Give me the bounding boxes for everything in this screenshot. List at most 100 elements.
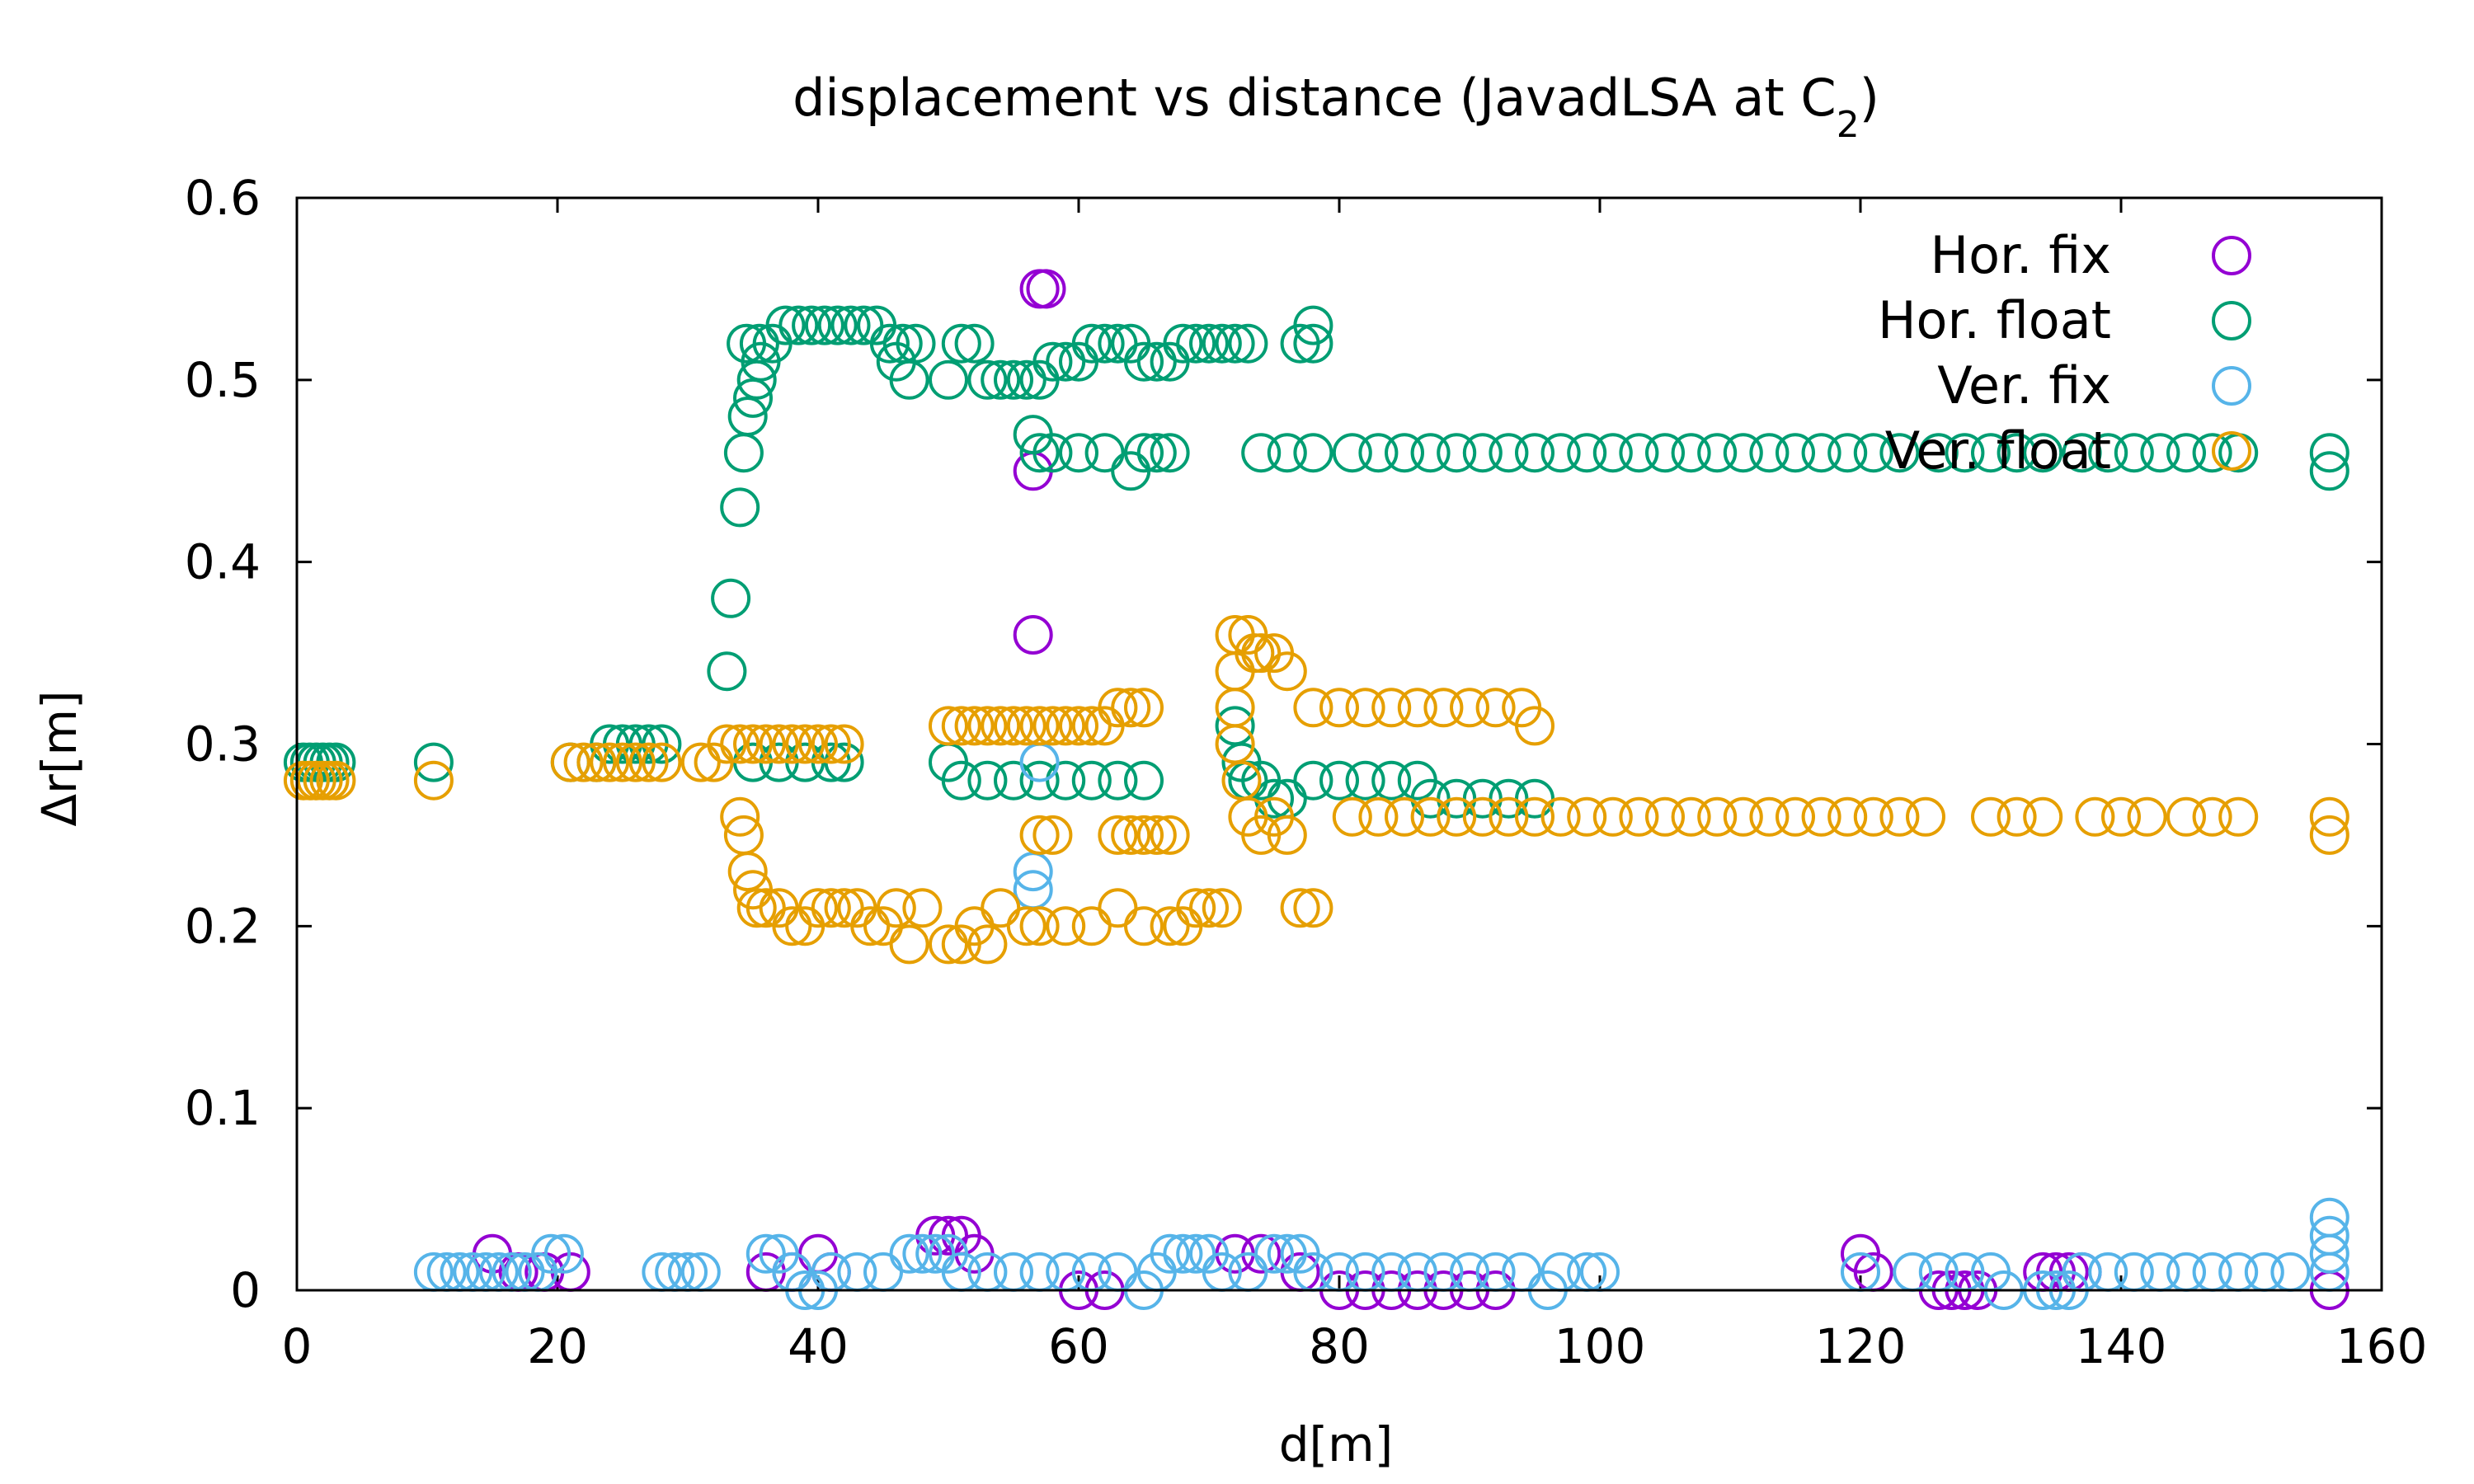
data-point [1385,433,1424,473]
data-point [929,706,968,746]
data-point [1801,796,1841,837]
data-point [1358,433,1399,473]
legend-label: Ver. fix [1937,355,2111,416]
x-tick-label: 80 [1309,1318,1370,1374]
data-point [1124,688,1164,728]
y-tick-label: 0.5 [185,352,261,408]
data-point [876,888,916,928]
data-point [1202,323,1242,364]
data-point [1437,796,1477,837]
data-point [590,742,630,782]
data-point [1293,888,1333,928]
data-point [772,724,812,764]
data-point [1032,341,1073,382]
data-point [954,706,995,746]
data-point [2114,433,2154,473]
data-point [2309,1197,2349,1237]
legend-label: Hor. fix [1930,225,2111,285]
data-point [413,760,454,801]
data-point [531,1233,571,1274]
data-point [2309,796,2349,837]
data-point [1971,433,2011,473]
data-point [1150,815,1190,855]
data-point [941,760,981,801]
data-point [1150,433,1190,473]
data-point [745,888,786,928]
x-tick-label: 20 [527,1318,588,1374]
data-point [902,888,943,928]
data-point [1019,906,1060,946]
data-point [1163,1233,1203,1274]
data-point [1462,433,1503,473]
chart-title: displacement vs distance (JavadLSA at C2… [793,68,1879,146]
series-ver-float [283,615,2349,965]
x-tick-label: 60 [1048,1318,1109,1374]
data-point [1997,796,2037,837]
data-point [1293,323,1333,364]
data-point [1997,433,2037,473]
data-point [745,1233,786,1274]
y-tick-label: 0.3 [185,716,261,773]
data-point [1032,706,1073,746]
data-point [1879,796,1920,837]
data-point [889,1233,929,1274]
y-tick-label: 0.4 [185,534,261,590]
data-point [316,760,356,801]
data-point [2062,433,2102,473]
chart-title-main: displacement vs distance (JavadLSA at C [793,68,1837,128]
data-point [1059,706,1098,746]
data-point [1371,688,1412,728]
data-point [1410,433,1451,473]
data-point [727,397,768,436]
data-point [1619,433,1659,473]
data-point [967,359,1008,400]
data-point [680,742,721,782]
data-point [1254,1233,1294,1274]
data-point [1619,796,1659,837]
data-point [1046,341,1086,382]
data-point [2309,433,2349,473]
legend-marker [2212,431,2251,471]
data-point [1410,796,1451,837]
data-point [1437,778,1477,819]
x-tick-label: 40 [788,1318,849,1374]
data-point [1150,906,1190,946]
data-point [798,888,838,928]
data-point [1515,706,1554,746]
x-tick-label: 140 [2076,1318,2167,1374]
data-point [869,323,910,364]
data-point [772,906,812,946]
data-point [1645,796,1685,837]
data-point [733,724,773,764]
data-point [707,651,747,692]
data-point [1723,796,1763,837]
data-point [1150,1233,1190,1274]
data-point [1567,796,1607,837]
data-point [727,323,767,364]
data-point [994,359,1033,400]
data-point [1013,615,1053,655]
data-point [1540,433,1581,473]
tick-labels: 0 20 40 60 80 100 120 140 160 0 0.1 0.2 0.3 0.4 0.5 0.6 [185,170,2428,1374]
data-point [1189,888,1229,928]
data-point [785,724,825,764]
data-point [615,742,656,782]
data-point [1202,888,1242,928]
data-point [413,742,454,782]
data-point [1827,796,1868,837]
data-point [707,724,747,764]
data-point [1019,433,1060,473]
data-point [1084,433,1125,473]
data-point [1462,796,1503,837]
data-point [1410,778,1451,819]
data-point [1540,796,1581,837]
data-point [1776,433,1815,473]
data-point [830,305,871,345]
data-point [1723,433,1763,473]
data-point [1397,688,1437,728]
data-point [1098,888,1138,928]
legend-marker [2212,366,2251,406]
x-tick-label: 100 [1554,1318,1646,1374]
data-point [941,323,981,364]
data-point [811,724,851,764]
